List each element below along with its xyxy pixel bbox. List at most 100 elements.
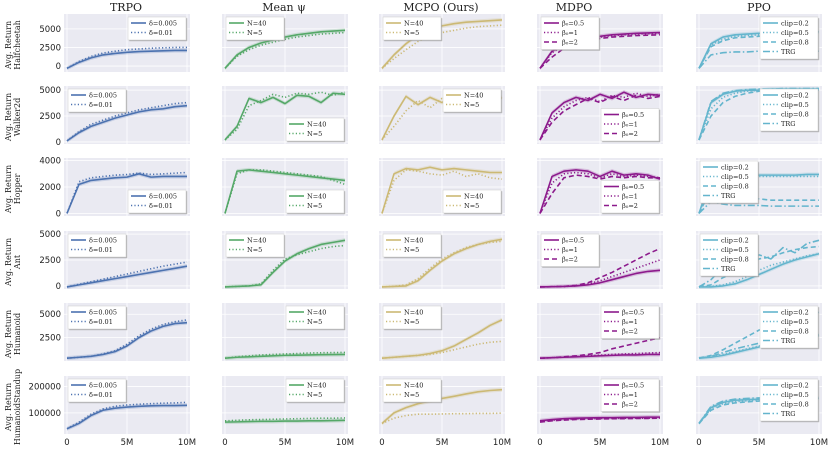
- series-line: [66, 265, 188, 288]
- legend-label: N=40: [404, 236, 423, 244]
- x-tick-label: 0: [222, 438, 227, 448]
- series-line: [539, 336, 661, 359]
- y-tick-label: 0: [56, 209, 61, 219]
- legend-label: β₀=1: [622, 391, 638, 399]
- panel-humanoid-mcpo: N=40 N=5: [379, 303, 505, 361]
- panel-ant-mean: N=40 N=5: [222, 231, 348, 289]
- y-tick-label: 200000: [29, 383, 61, 393]
- row-label-halfcheetah-line2: Halfcheetah: [13, 20, 22, 70]
- y-tick-label: 0: [56, 62, 61, 72]
- series-line: [66, 401, 188, 430]
- row-label-humanoidstandup-line1: Avg. Return: [4, 383, 13, 432]
- confidence-band: [67, 320, 187, 361]
- legend: β₀=0.5β₀=1β₀=2: [540, 233, 601, 268]
- panel-humanoid-mean: N=40 N=5: [222, 303, 348, 361]
- legend: β₀=0.5β₀=1β₀=2: [600, 108, 661, 143]
- y-tick-label: 0: [56, 138, 61, 148]
- y-tick-label: 5000: [39, 230, 61, 240]
- legend: N=40 N=5: [225, 233, 286, 259]
- legend: N=40 N=5: [442, 189, 503, 215]
- panel-walker2d-trpo: 0 2500 5000 δ=0.005 δ=0.01: [39, 86, 190, 148]
- legend-label: δ=0.01: [89, 101, 113, 109]
- series-line: [66, 261, 188, 288]
- row-label-hopper-line2: Hopper: [13, 174, 22, 205]
- legend-label: N=40: [404, 381, 423, 389]
- legend: N=40 N=5: [285, 189, 346, 215]
- legend-label: N=5: [464, 101, 479, 109]
- series-line: [224, 92, 346, 141]
- legend-label: β₀=0.5: [622, 308, 644, 316]
- legend-label: clip=0.5: [721, 173, 749, 181]
- legend-label: N=5: [464, 202, 479, 210]
- y-tick-label: 5000: [39, 86, 61, 96]
- legend: N=40 N=5: [285, 378, 346, 404]
- legend-label: δ=0.01: [149, 202, 173, 210]
- legend: N=40 N=5: [285, 117, 346, 143]
- col-title-ppo: PPO: [747, 1, 771, 14]
- legend-label: clip=0.2: [781, 381, 809, 389]
- row-label-humanoid-line1: Avg. Return: [4, 310, 13, 359]
- legend-label: β₀=1: [622, 120, 638, 128]
- legend-label: TRG: [781, 120, 795, 128]
- panel-ant-mdpo: β₀=0.5 β₀=1β₀=2: [537, 231, 663, 289]
- y-tick-label: 100000: [29, 409, 61, 419]
- x-tick-label: 5M: [279, 438, 292, 448]
- legend-label: N=5: [307, 202, 322, 210]
- series-line: [224, 419, 346, 423]
- y-tick-label: 2500: [39, 112, 61, 122]
- legend-label: β₀=0.5: [622, 111, 644, 119]
- legend-label: TRG: [781, 410, 795, 418]
- legend-label: β₀=2: [622, 400, 638, 408]
- legend-label: TRG: [781, 48, 795, 56]
- y-tick-label: 2500: [39, 334, 61, 344]
- legend-label: N=5: [307, 391, 322, 399]
- legend-label: δ=0.005: [149, 192, 177, 200]
- confidence-band: [382, 387, 502, 426]
- series-line: [66, 49, 187, 69]
- legend-label: TRG: [721, 265, 735, 273]
- x-tick-label: 5M: [753, 438, 766, 448]
- series-line: [224, 169, 346, 214]
- legend-label: β₀=2: [622, 202, 638, 210]
- row-label-walker2d-line2: Walker2d: [13, 98, 22, 136]
- series-line: [66, 104, 188, 142]
- y-tick-label: 0: [56, 282, 61, 292]
- legend-label: N=40: [404, 308, 423, 316]
- row-label-humanoid-line2: Humanoid: [13, 313, 22, 355]
- legend-label: N=40: [247, 236, 266, 244]
- legend: N=40 N=5: [382, 305, 443, 331]
- y-tick-label: 4000: [39, 157, 61, 167]
- series-line: [539, 174, 660, 214]
- legend: δ=0.005 δ=0.01: [67, 378, 128, 404]
- series-line: [224, 239, 346, 288]
- panel-hopper-trpo: 0 2000 4000 δ=0.005 δ=0.01: [39, 157, 190, 219]
- legend: β₀=0.5 β₀=1β₀=2: [600, 378, 661, 413]
- legend-label: β₀=1: [622, 192, 638, 200]
- panel-humanoidstandup-mean: 0 5M 10M N=40 N=5: [222, 376, 354, 448]
- series-line: [539, 417, 661, 423]
- x-tick-label: 10M: [336, 438, 354, 448]
- series-line: [66, 321, 188, 359]
- legend-label: N=40: [307, 308, 326, 316]
- legend-label: δ=0.005: [89, 381, 117, 389]
- legend-label: clip=0.5: [781, 391, 809, 399]
- legend: N=40 N=5: [285, 305, 346, 331]
- legend: β₀=0.5β₀=1β₀=2: [600, 305, 661, 340]
- panel-halfcheetah-trpo: 0 2500 5000 δ=0.005 δ=0.01: [39, 14, 190, 72]
- legend-label: TRG: [721, 192, 735, 200]
- legend: δ=0.005 δ=0.01: [67, 233, 128, 259]
- legend-label: N=40: [307, 120, 326, 128]
- legend-label: β₀=0.5: [622, 381, 644, 389]
- chart-panels: 0 2500 5000 δ=0.005 δ=0.01 N=40 N=5 N=40 N=5 β₀=0…: [29, 14, 828, 448]
- confidence-band: [540, 167, 660, 216]
- legend-label: δ=0.005: [89, 308, 117, 316]
- legend-label: N=5: [404, 391, 419, 399]
